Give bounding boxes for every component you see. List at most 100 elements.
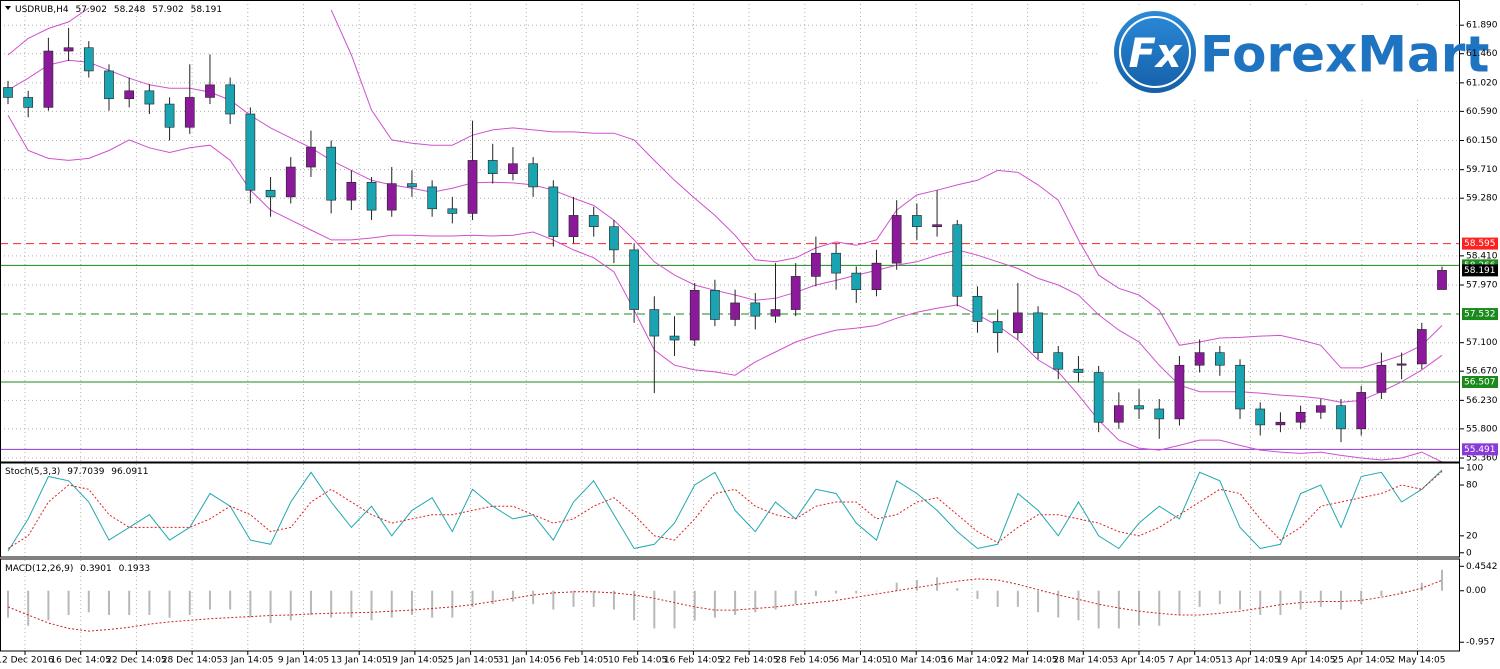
- candle-body: [1336, 405, 1346, 430]
- level-label-box: [1462, 443, 1498, 456]
- candle-body: [104, 70, 114, 100]
- logo-badge: [1114, 11, 1196, 93]
- level-label-box: [1462, 308, 1498, 321]
- plot-area: [0, 7, 1460, 632]
- candle-body: [1396, 363, 1407, 366]
- candle-body: [1013, 312, 1023, 334]
- bollinger-lower: [7, 115, 1443, 462]
- x-tick-label: 28 Mar 14:05: [1053, 656, 1113, 666]
- macd-bar: [693, 590, 696, 621]
- macd-signal-line: [7, 578, 1443, 632]
- level-label-box: [1462, 375, 1498, 388]
- macd-bar: [269, 590, 272, 624]
- macd-bar: [1239, 590, 1242, 610]
- y-tick-label: 100: [1466, 464, 1483, 474]
- level-label: 57.532: [1464, 310, 1496, 320]
- macd-bar: [451, 590, 454, 618]
- candle-body: [1315, 405, 1326, 413]
- macd-bar: [67, 590, 70, 615]
- candle-body: [184, 97, 195, 128]
- candle-body: [1033, 312, 1043, 353]
- bollinger-upper: [7, 7, 1443, 369]
- macd-bar: [410, 590, 413, 615]
- candle-body: [1295, 411, 1306, 423]
- candle-body: [952, 224, 963, 297]
- level-label: 58.595: [1464, 239, 1496, 249]
- macd-bar: [1218, 590, 1221, 605]
- candle-body: [629, 249, 639, 310]
- macd-bar: [47, 590, 50, 621]
- main-pane-frame: [0, 0, 1460, 463]
- x-tick-label: 6 Mar 14:05: [833, 656, 887, 666]
- macd-bar: [612, 590, 615, 610]
- candle-body: [669, 335, 680, 341]
- x-tick-label: 19 Jan 14:05: [386, 656, 443, 666]
- macd-bar: [1420, 582, 1423, 591]
- close-value: 58.191: [191, 5, 223, 15]
- x-tick-label: 7 Apr 14:05: [1168, 656, 1221, 666]
- candle-body: [871, 262, 882, 290]
- stoch-header: Stoch(5,3,3) 97.7039 96.0911: [5, 467, 149, 477]
- x-tick-label: 22 Feb 14:05: [720, 656, 779, 666]
- x-tick-label: 13 Jan 14:05: [331, 656, 388, 666]
- macd-bar: [936, 577, 939, 591]
- macd-bar: [774, 590, 777, 610]
- symbol-header: USDRUB,H4 57.902 58.248 57.902 58.191: [5, 5, 222, 15]
- macd-bar: [370, 590, 373, 621]
- macd-bar: [835, 590, 838, 594]
- macd-bar: [208, 590, 211, 610]
- macd-bar: [1380, 590, 1383, 597]
- candle-body: [831, 252, 841, 274]
- candle-body: [427, 186, 437, 210]
- x-tick-label: 3 Jan 14:05: [222, 656, 273, 666]
- macd-bar: [592, 590, 595, 607]
- candle-body: [467, 160, 478, 214]
- y-tick-label: 57.970: [1466, 281, 1498, 291]
- macd-bar: [148, 590, 151, 615]
- candle-body: [1376, 364, 1387, 393]
- macd-bar: [309, 590, 312, 615]
- x-tick-label: 16 Mar 14:05: [942, 656, 1002, 666]
- macd-bar: [895, 582, 898, 591]
- macd-bar: [128, 590, 131, 615]
- current-price-label: 58.191: [1464, 266, 1496, 276]
- y-tick-label: 59.710: [1466, 165, 1498, 175]
- macd-bar: [1117, 590, 1120, 629]
- y-tick-label: 80: [1466, 481, 1478, 491]
- macd-bar: [249, 590, 252, 618]
- low-value: 57.902: [152, 5, 184, 15]
- x-tick-label: 25 Jan 14:05: [442, 656, 499, 666]
- macd-bar: [814, 590, 817, 597]
- stoch-pane-frame: [0, 462, 1460, 558]
- y-tick-label: 57.100: [1466, 338, 1498, 348]
- y-tick-label: 60.590: [1466, 107, 1498, 117]
- x-tick-label: 3 Apr 14:05: [1113, 656, 1166, 666]
- stoch-title: Stoch(5,3,3): [5, 467, 60, 477]
- x-tick-label: 28 Feb 14:05: [775, 656, 834, 666]
- macd-bar: [330, 590, 333, 618]
- macd-bar: [633, 590, 636, 621]
- x-tick-label: 2 May 14:05: [1390, 656, 1446, 666]
- macd-bar: [1016, 590, 1019, 607]
- symbol: USDRUB,H4: [15, 5, 69, 15]
- candle-body: [1053, 352, 1064, 370]
- y-tick-label: 55.800: [1466, 424, 1498, 434]
- y-tick-label: 20: [1466, 531, 1478, 541]
- x-tick-label: 19 Apr 14:05: [1277, 656, 1336, 666]
- candle-body: [1255, 408, 1266, 426]
- candle-body: [891, 215, 902, 264]
- macd-bar: [1198, 590, 1201, 607]
- y-tick-label: 61.890: [1466, 21, 1498, 31]
- candle-body: [1174, 364, 1185, 420]
- macd-bar: [511, 590, 514, 602]
- candle-body: [144, 90, 155, 105]
- stoch-d-value: 96.0911: [111, 467, 148, 477]
- macd-bar: [107, 590, 110, 615]
- candle-body: [710, 290, 720, 320]
- macd-bar: [532, 590, 535, 605]
- menu-arrow: [5, 6, 11, 10]
- macd-bar: [734, 590, 737, 615]
